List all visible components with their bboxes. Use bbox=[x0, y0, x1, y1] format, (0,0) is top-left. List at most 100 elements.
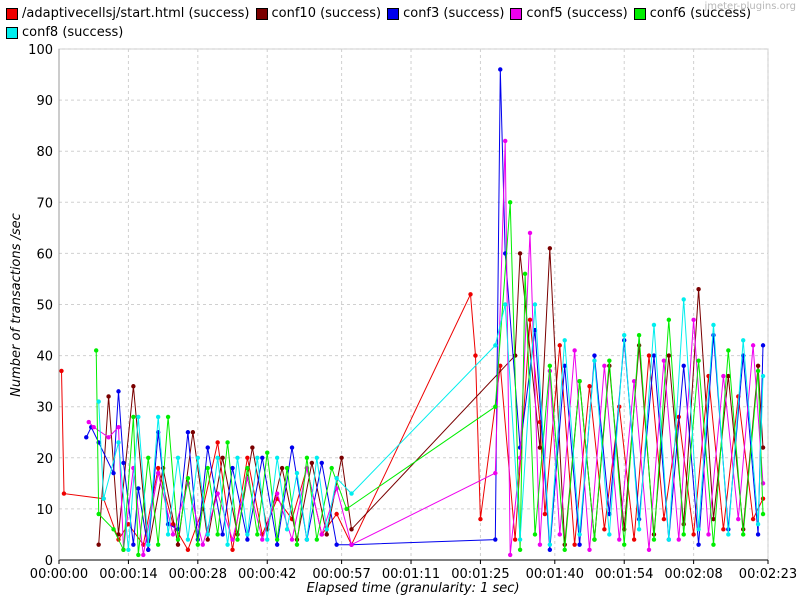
data-point bbox=[473, 353, 478, 358]
data-point bbox=[755, 368, 761, 374]
data-point bbox=[200, 542, 205, 547]
data-point bbox=[319, 460, 324, 466]
data-point bbox=[131, 414, 136, 420]
data-point bbox=[255, 455, 260, 460]
data-point bbox=[349, 542, 354, 547]
data-point bbox=[175, 455, 181, 460]
data-point bbox=[274, 455, 280, 460]
data-point bbox=[651, 353, 657, 358]
data-point bbox=[126, 522, 131, 527]
data-point bbox=[255, 532, 260, 537]
legend-item: /adaptivecellsj/start.html (success) bbox=[6, 5, 250, 22]
data-point bbox=[681, 297, 686, 302]
data-point bbox=[711, 516, 716, 522]
data-point bbox=[185, 537, 191, 542]
data-point bbox=[760, 373, 766, 379]
data-point bbox=[636, 516, 642, 522]
data-point bbox=[146, 455, 151, 460]
legend-label: conf3 (success) bbox=[403, 6, 505, 21]
data-point bbox=[592, 537, 597, 542]
x-tick-label: 00:01:54 bbox=[595, 567, 653, 582]
tick-labels: 0 10 20 30 40 50 60 70 80 90 100 00:00:00 00:00:14 00… bbox=[28, 43, 797, 582]
data-point bbox=[741, 338, 746, 343]
data-point bbox=[636, 527, 642, 532]
data-point bbox=[721, 373, 726, 379]
data-point bbox=[636, 332, 642, 338]
data-point bbox=[195, 542, 201, 547]
data-point bbox=[592, 353, 597, 358]
data-point bbox=[696, 542, 701, 547]
data-point bbox=[661, 516, 667, 522]
data-point bbox=[617, 537, 622, 542]
data-point bbox=[507, 200, 513, 205]
data-point bbox=[607, 532, 612, 537]
data-point bbox=[651, 322, 657, 328]
data-point bbox=[493, 470, 498, 476]
data-point bbox=[587, 384, 592, 389]
legend-swatch bbox=[387, 7, 400, 20]
series-5 bbox=[96, 297, 766, 552]
data-point bbox=[324, 532, 329, 537]
data-point bbox=[96, 511, 101, 517]
data-point bbox=[755, 522, 761, 527]
data-point bbox=[681, 522, 686, 527]
data-point bbox=[185, 476, 191, 481]
y-axis-title: Number of transactions /sec bbox=[9, 213, 24, 397]
data-point bbox=[185, 547, 191, 552]
data-point bbox=[215, 491, 220, 496]
data-point bbox=[225, 440, 230, 445]
data-point bbox=[131, 542, 136, 547]
legend-label: conf8 (success) bbox=[22, 25, 124, 40]
data-point bbox=[195, 455, 201, 460]
data-point bbox=[517, 251, 523, 256]
data-point bbox=[136, 414, 141, 420]
data-point bbox=[225, 542, 230, 547]
data-point bbox=[349, 527, 354, 532]
x-tick-label: 00:02:08 bbox=[664, 567, 722, 582]
x-tick-label: 00:00:42 bbox=[238, 567, 296, 582]
data-point bbox=[755, 532, 761, 537]
y-tick-label: 50 bbox=[36, 299, 53, 314]
data-point bbox=[205, 532, 210, 537]
data-point bbox=[755, 363, 761, 369]
data-point bbox=[547, 363, 553, 369]
data-point bbox=[274, 491, 280, 496]
data-point bbox=[165, 414, 171, 420]
data-point bbox=[284, 465, 290, 471]
axes bbox=[58, 49, 768, 561]
x-tick-label: 00:00:00 bbox=[30, 567, 88, 582]
data-point bbox=[309, 460, 315, 466]
data-point bbox=[294, 470, 300, 476]
data-point bbox=[468, 292, 473, 297]
series-4 bbox=[93, 200, 766, 558]
x-axis-title: Elapsed time (granularity: 1 sec) bbox=[306, 581, 519, 596]
data-point bbox=[265, 537, 270, 542]
series-0 bbox=[59, 292, 766, 552]
data-point bbox=[274, 537, 280, 542]
y-tick-label: 80 bbox=[36, 145, 53, 160]
x-tick-label: 00:02:23 bbox=[739, 567, 797, 582]
data-point bbox=[215, 532, 220, 537]
data-point bbox=[760, 496, 766, 501]
data-point bbox=[245, 465, 250, 471]
data-point bbox=[155, 414, 161, 420]
data-point bbox=[726, 532, 731, 537]
x-tick-label: 00:01:40 bbox=[526, 567, 584, 582]
data-point bbox=[230, 465, 235, 471]
data-point bbox=[577, 378, 582, 384]
data-point bbox=[547, 246, 553, 251]
data-point bbox=[126, 547, 131, 552]
data-point bbox=[661, 358, 667, 363]
data-point bbox=[537, 445, 543, 450]
data-point bbox=[245, 537, 250, 542]
data-point bbox=[84, 435, 89, 440]
data-point bbox=[512, 537, 518, 542]
legend-label: /adaptivecellsj/start.html (success) bbox=[22, 6, 250, 21]
legend-item: conf8 (success) bbox=[6, 24, 790, 41]
data-point bbox=[691, 317, 696, 323]
data-point bbox=[111, 527, 116, 532]
data-point bbox=[289, 445, 295, 450]
data-point bbox=[284, 527, 290, 532]
data-point bbox=[666, 353, 672, 358]
data-point bbox=[547, 547, 553, 552]
